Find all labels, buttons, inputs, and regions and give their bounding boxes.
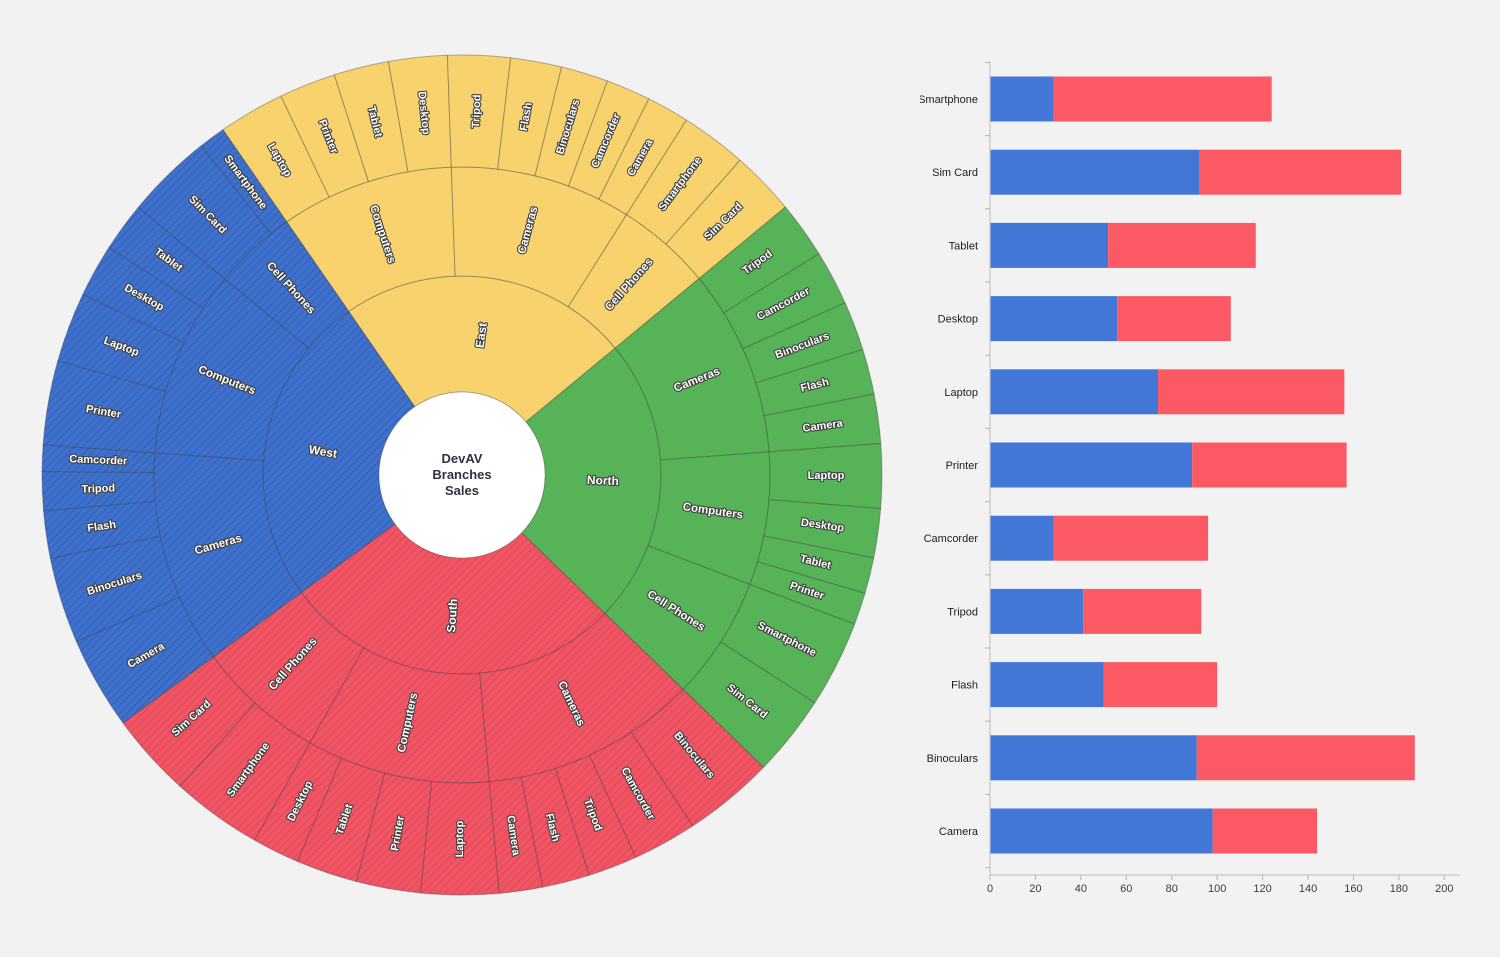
bar-sim-card-south[interactable] <box>1198 149 1402 195</box>
bar-camera-west[interactable] <box>990 808 1213 854</box>
bar-category-label-smartphone: Smartphone <box>920 94 978 106</box>
bar-binoculars-west[interactable] <box>990 735 1197 781</box>
sunburst-branch-label-east: East <box>473 322 490 349</box>
sunburst-product-label-east-desktop: Desktop <box>415 91 432 136</box>
bar-flash-west[interactable] <box>990 662 1104 708</box>
sunburst-category-west-cell-phones[interactable] <box>223 221 350 349</box>
sunburst-branch-label-south: South <box>444 598 460 633</box>
sunburst-product-west-tripod[interactable] <box>41 471 156 512</box>
sunburst-product-label-south-laptop: Laptop <box>454 820 466 857</box>
sunburst-product-south-binoculars[interactable] <box>630 688 765 827</box>
x-tick-label-160: 160 <box>1344 883 1362 895</box>
sunburst-product-west-camera[interactable] <box>75 596 215 724</box>
x-tick-label-80: 80 <box>1166 883 1178 895</box>
sunburst-product-east-flash[interactable] <box>497 57 563 177</box>
sunburst-branch-label-north: North <box>587 473 620 488</box>
bar-sim-card-west[interactable] <box>990 149 1199 195</box>
bar-printer-west[interactable] <box>990 442 1193 488</box>
bar-laptop-west[interactable] <box>990 369 1159 415</box>
bar-category-label-printer: Printer <box>946 460 979 472</box>
bar-category-label-sim-card: Sim Card <box>932 167 978 179</box>
x-tick-label-20: 20 <box>1029 883 1041 895</box>
sunburst-product-label-north-laptop: Laptop <box>808 470 845 482</box>
bar-category-label-tripod: Tripod <box>947 606 978 618</box>
sunburst-chart: Laptop Printer Tablet Desktop Computers Tripo… <box>41 54 883 896</box>
sunburst-product-south-camera[interactable] <box>488 776 544 894</box>
sunburst-product-east-tripod[interactable] <box>446 54 512 170</box>
sunburst-category-east-computers[interactable] <box>285 166 456 313</box>
bar-printer-south[interactable] <box>1192 442 1347 488</box>
sunburst-product-north-printer[interactable] <box>749 561 866 625</box>
sunburst-product-south-sim-card[interactable] <box>122 656 256 787</box>
sunburst-product-east-laptop[interactable] <box>222 95 330 223</box>
bar-flash-south[interactable] <box>1103 662 1218 708</box>
bar-desktop-west[interactable] <box>990 296 1118 342</box>
sunburst-center-title-line-2: Branches <box>432 467 491 482</box>
x-tick-label-100: 100 <box>1208 883 1226 895</box>
sunburst-product-east-tablet[interactable] <box>333 60 409 183</box>
bar-category-label-tablet: Tablet <box>949 240 978 252</box>
bar-category-label-camera: Camera <box>939 826 979 838</box>
sunburst-product-label-east-tripod: Tripod <box>470 94 483 128</box>
sunburst-product-west-binoculars[interactable] <box>49 535 180 643</box>
stacked-bar-chart: Smartphone Sim Card Tablet Desktop Laptop Pri… <box>918 0 1500 957</box>
sunburst-product-west-flash[interactable] <box>42 500 161 559</box>
x-tick-label-40: 40 <box>1075 883 1087 895</box>
sunburst-product-south-flash[interactable] <box>520 767 590 888</box>
bar-camera-south[interactable] <box>1212 808 1318 854</box>
bar-camcorder-south[interactable] <box>1053 515 1209 561</box>
sunburst-product-east-camcorder[interactable] <box>568 80 650 200</box>
sunburst-product-west-desktop[interactable] <box>82 246 204 344</box>
x-tick-label-140: 140 <box>1299 883 1317 895</box>
sunburst-center-title-line-1: DevAV <box>442 451 483 466</box>
sunburst-product-label-west-tripod: Tripod <box>81 482 115 495</box>
bar-tablet-west[interactable] <box>990 222 1109 268</box>
sunburst-product-north-binoculars[interactable] <box>742 302 864 384</box>
bar-category-label-binoculars: Binoculars <box>927 753 979 765</box>
bar-laptop-south[interactable] <box>1158 369 1345 415</box>
bar-category-label-camcorder: Camcorder <box>924 533 979 545</box>
sunburst-product-label-north-camera: Camera <box>802 417 844 434</box>
sunburst-center-title-line-3: Sales <box>445 483 479 498</box>
sunburst-product-label-west-camcorder: Camcorder <box>69 453 128 467</box>
bar-tablet-south[interactable] <box>1108 222 1256 268</box>
x-tick-label-120: 120 <box>1253 883 1271 895</box>
sunburst-product-south-laptop[interactable] <box>419 780 500 896</box>
bar-smartphone-west[interactable] <box>990 76 1054 122</box>
sunburst-product-south-tripod[interactable] <box>554 754 637 876</box>
sunburst-product-north-flash[interactable] <box>755 348 875 417</box>
sunburst-branch-label-west: West <box>308 442 338 461</box>
bar-chart-svg: Smartphone Sim Card Tablet Desktop Laptop Pri… <box>918 61 1460 895</box>
bar-tripod-west[interactable] <box>990 588 1084 634</box>
bar-tripod-south[interactable] <box>1083 588 1202 634</box>
bar-desktop-south[interactable] <box>1117 296 1231 342</box>
bar-category-label-laptop: Laptop <box>944 387 978 399</box>
x-tick-label-180: 180 <box>1390 883 1408 895</box>
x-tick-label-60: 60 <box>1120 883 1132 895</box>
bar-category-label-flash: Flash <box>951 680 978 692</box>
bar-smartphone-south[interactable] <box>1053 76 1272 122</box>
sunburst-product-west-smartphone[interactable] <box>200 129 288 235</box>
x-tick-label-200: 200 <box>1435 883 1453 895</box>
sunburst-center-circle <box>378 391 546 559</box>
sunburst-product-label-west-flash: Flash <box>87 519 117 535</box>
sunburst-product-east-camera[interactable] <box>598 98 688 216</box>
sunburst-product-label-south-camera: Camera <box>504 815 522 858</box>
bar-binoculars-south[interactable] <box>1196 735 1415 781</box>
sunburst-category-south-cell-phones[interactable] <box>212 591 365 744</box>
bar-camcorder-west[interactable] <box>990 515 1054 561</box>
bar-category-label-desktop: Desktop <box>938 314 978 326</box>
sunburst-product-south-smartphone[interactable] <box>179 702 311 841</box>
sunburst-product-west-printer[interactable] <box>42 360 167 454</box>
sunburst-product-east-printer[interactable] <box>280 74 370 198</box>
x-tick-label-0: 0 <box>987 883 993 895</box>
sunburst-product-north-desktop[interactable] <box>763 499 882 559</box>
